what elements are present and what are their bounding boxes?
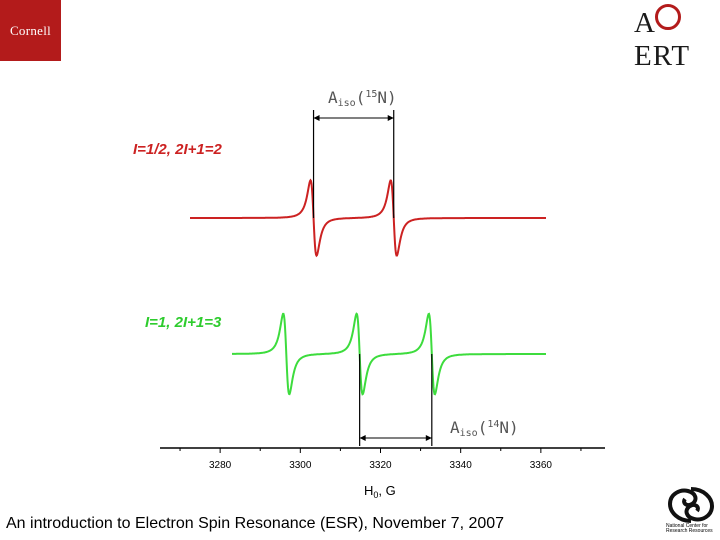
acert-logo: AERT (634, 4, 720, 73)
series-label-spin-half: I=1/2, 2I+1=2 (133, 141, 222, 158)
x-tick-label: 3360 (530, 460, 553, 471)
aiso-14n-span-head-right (425, 435, 432, 441)
aiso-15n-span-head-left (313, 115, 320, 121)
footer-caption: An introduction to Electron Spin Resonan… (6, 515, 505, 532)
x-tick-label: 3320 (369, 460, 392, 471)
series-label-spin-one: I=1, 2I+1=3 (145, 314, 222, 331)
nrcr-swirl-icon (667, 487, 715, 523)
acert-ring-icon (654, 4, 681, 30)
aiso-14n-span-head-left (359, 435, 366, 441)
spectrum-line-2 (232, 312, 546, 396)
aiso-14n-label: Aiso(14N) (450, 418, 519, 439)
aiso-15n-span-head-right (387, 115, 394, 121)
x-axis-label: H0, G (364, 483, 396, 500)
nrcr-logo: National Center for Research Resources (664, 486, 718, 538)
cornell-logo: Cornell (0, 0, 61, 61)
spectrum-line-1 (190, 178, 546, 258)
nrcr-caption: National Center for Research Resources (666, 523, 713, 534)
x-tick-label: 3300 (289, 460, 312, 471)
x-tick-label: 3340 (450, 460, 473, 471)
x-tick-label: 3280 (209, 460, 232, 471)
aiso-15n-label: Aiso(15N) (328, 88, 397, 109)
